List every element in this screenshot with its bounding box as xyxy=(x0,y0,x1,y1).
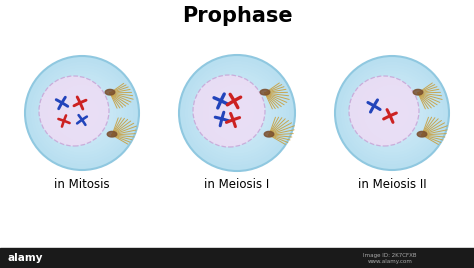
Ellipse shape xyxy=(341,62,443,164)
Ellipse shape xyxy=(372,93,412,133)
Ellipse shape xyxy=(386,107,398,119)
Bar xyxy=(0,248,474,268)
Ellipse shape xyxy=(79,110,85,116)
Text: in Mitosis: in Mitosis xyxy=(54,178,110,192)
Ellipse shape xyxy=(355,76,429,150)
Ellipse shape xyxy=(361,82,423,144)
Ellipse shape xyxy=(39,76,109,146)
Ellipse shape xyxy=(335,56,449,170)
Ellipse shape xyxy=(193,75,265,147)
Ellipse shape xyxy=(42,73,122,153)
Ellipse shape xyxy=(62,93,102,133)
Ellipse shape xyxy=(73,105,91,122)
Ellipse shape xyxy=(346,67,438,159)
Ellipse shape xyxy=(234,110,240,116)
Ellipse shape xyxy=(202,78,272,148)
Text: in Meiosis II: in Meiosis II xyxy=(358,178,426,192)
Ellipse shape xyxy=(231,107,243,119)
Polygon shape xyxy=(264,131,274,137)
Ellipse shape xyxy=(378,99,406,127)
Ellipse shape xyxy=(375,96,409,130)
Ellipse shape xyxy=(34,65,130,161)
Polygon shape xyxy=(413,90,423,95)
Ellipse shape xyxy=(349,76,419,146)
Ellipse shape xyxy=(217,93,257,133)
Text: Image ID: 2K7CFXB: Image ID: 2K7CFXB xyxy=(363,252,417,258)
Ellipse shape xyxy=(196,72,278,154)
Ellipse shape xyxy=(48,79,116,147)
Ellipse shape xyxy=(349,70,435,156)
Ellipse shape xyxy=(383,105,401,122)
Ellipse shape xyxy=(389,110,395,116)
Ellipse shape xyxy=(228,104,246,122)
Ellipse shape xyxy=(205,81,269,145)
Ellipse shape xyxy=(182,58,292,168)
Ellipse shape xyxy=(185,61,289,165)
Ellipse shape xyxy=(56,87,108,139)
Ellipse shape xyxy=(65,96,99,130)
Text: Prophase: Prophase xyxy=(182,6,292,26)
Ellipse shape xyxy=(36,67,128,159)
Ellipse shape xyxy=(208,84,266,142)
Ellipse shape xyxy=(68,99,96,127)
Text: www.alamy.com: www.alamy.com xyxy=(367,259,412,265)
Ellipse shape xyxy=(344,65,440,161)
Ellipse shape xyxy=(338,59,446,167)
Polygon shape xyxy=(260,90,270,95)
Ellipse shape xyxy=(358,79,426,147)
Text: in Meiosis I: in Meiosis I xyxy=(204,178,270,192)
Ellipse shape xyxy=(193,69,281,157)
Ellipse shape xyxy=(39,70,125,156)
Ellipse shape xyxy=(366,87,418,139)
Polygon shape xyxy=(417,131,427,137)
Ellipse shape xyxy=(211,87,263,139)
Ellipse shape xyxy=(25,56,139,170)
Ellipse shape xyxy=(219,96,255,131)
Ellipse shape xyxy=(76,107,88,119)
Ellipse shape xyxy=(199,75,275,151)
Ellipse shape xyxy=(222,99,252,128)
Ellipse shape xyxy=(54,84,110,142)
Ellipse shape xyxy=(214,90,260,136)
Ellipse shape xyxy=(364,84,420,142)
Ellipse shape xyxy=(28,59,136,167)
Ellipse shape xyxy=(45,76,119,150)
Ellipse shape xyxy=(71,102,93,124)
Ellipse shape xyxy=(226,101,248,125)
Ellipse shape xyxy=(191,67,283,159)
Text: alamy: alamy xyxy=(7,253,43,263)
Ellipse shape xyxy=(51,82,113,144)
Ellipse shape xyxy=(188,64,286,162)
Ellipse shape xyxy=(31,62,133,164)
Ellipse shape xyxy=(179,55,295,171)
Ellipse shape xyxy=(59,90,105,136)
Polygon shape xyxy=(107,131,117,137)
Polygon shape xyxy=(105,90,115,95)
Ellipse shape xyxy=(369,90,415,136)
Ellipse shape xyxy=(381,102,403,124)
Ellipse shape xyxy=(352,73,432,153)
